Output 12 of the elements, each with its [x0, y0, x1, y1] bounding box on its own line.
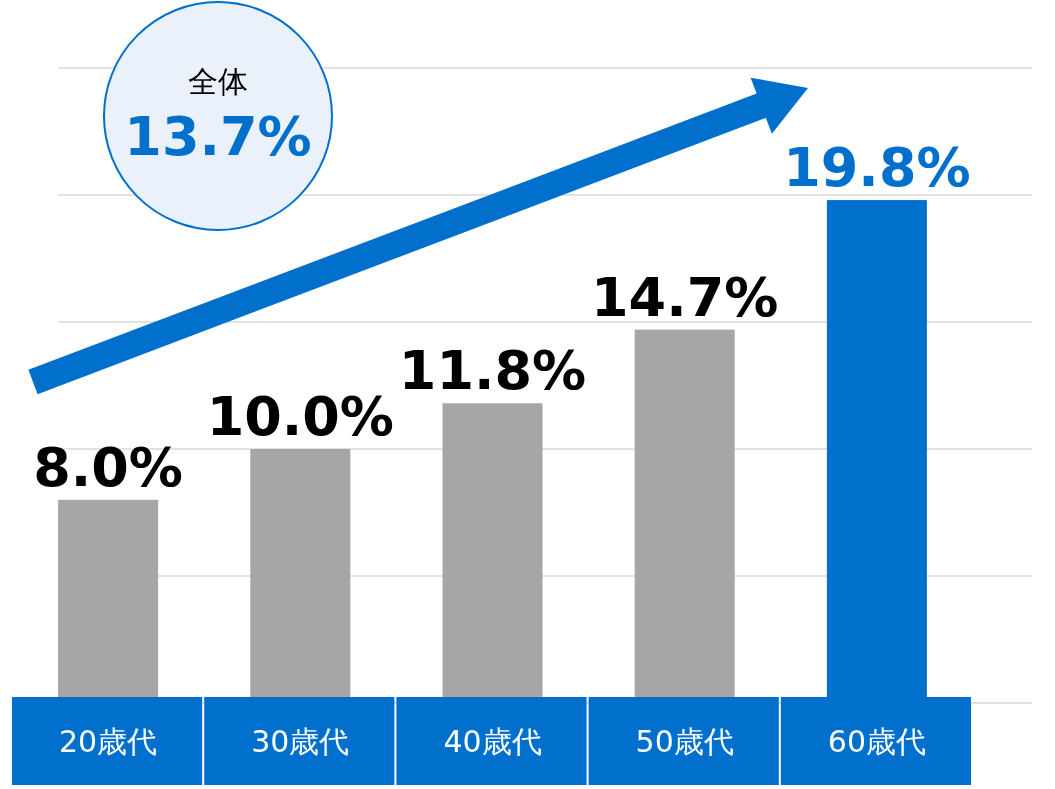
annotation: 全体: [188, 64, 248, 99]
data-label: 8.0%: [33, 435, 183, 499]
x-tick-label: 40歳代: [443, 724, 542, 759]
data-label: 11.8%: [398, 339, 587, 403]
x-tick-label: 60歳代: [827, 724, 926, 759]
data-label: 10.0%: [206, 385, 394, 448]
x-tick-label: 50歳代: [635, 724, 734, 759]
x-tick-label: 30歳代: [251, 724, 350, 759]
data-label: 19.8%: [783, 136, 971, 200]
data-label: 14.7%: [591, 265, 779, 329]
x-tick-label: 20歳代: [59, 724, 158, 759]
annotation: 13.7%: [124, 105, 312, 168]
